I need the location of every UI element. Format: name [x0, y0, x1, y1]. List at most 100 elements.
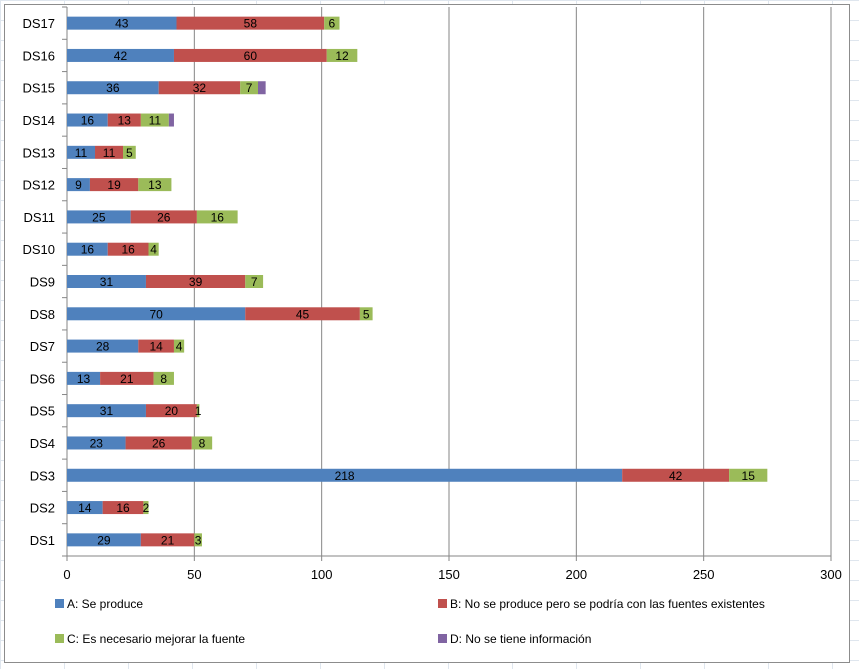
x-tick-label: 100 [311, 567, 333, 582]
bar-segment[interactable] [194, 533, 202, 547]
data-label: 11 [75, 146, 88, 160]
data-label: 14 [149, 340, 163, 354]
bar-segment[interactable] [145, 275, 246, 288]
data-label: 11 [103, 146, 116, 160]
data-label: 3 [195, 533, 202, 547]
bar-segment[interactable] [140, 533, 195, 547]
legend-swatch[interactable] [438, 599, 447, 608]
y-tick-label: DS5 [30, 404, 55, 419]
bar-segment[interactable] [196, 404, 200, 418]
data-label: 20 [165, 404, 179, 418]
data-label: 4 [176, 340, 183, 354]
legend-entry[interactable]: D: No se tiene información [450, 632, 591, 646]
legend-entry[interactable]: C: Es necesario mejorar la fuente [67, 632, 245, 646]
bar-segment[interactable] [67, 81, 159, 95]
data-label: 26 [157, 210, 171, 224]
chart-area[interactable]: 0 50 100 150 200 250 300 DS17 43 58 6 DS16 42 60 12 DS1… [4, 4, 850, 663]
bar-segment[interactable] [240, 81, 258, 95]
data-label: 5 [363, 307, 370, 321]
data-label: 218 [335, 469, 355, 483]
bar-segment[interactable] [67, 371, 101, 385]
legend-swatch[interactable] [55, 599, 64, 608]
bar-segment[interactable] [67, 404, 146, 418]
bar-segment[interactable] [153, 371, 174, 385]
bar-segment[interactable] [67, 275, 146, 288]
x-tick-label: 200 [565, 567, 587, 582]
y-tick-label: DS1 [30, 533, 55, 548]
bar-segment[interactable] [67, 210, 131, 224]
bar-segment[interactable] [67, 307, 246, 321]
bar-segment[interactable] [95, 145, 124, 159]
bar-segment[interactable] [107, 242, 149, 256]
y-tick-label: DS13 [22, 145, 55, 160]
y-tick-label: DS6 [30, 371, 55, 386]
bar-segment[interactable] [123, 145, 136, 159]
bar-segment[interactable] [245, 307, 360, 321]
data-label: 13 [77, 372, 91, 386]
bar-segment[interactable] [67, 533, 141, 547]
bar-segment[interactable] [125, 436, 192, 450]
y-tick-label: DS7 [30, 339, 55, 354]
data-label: 42 [669, 469, 683, 483]
bar-segment[interactable] [245, 275, 264, 288]
legend-entry[interactable]: A: Se produce [67, 597, 143, 611]
bar-segment[interactable] [89, 178, 139, 192]
bar-segment[interactable] [176, 16, 325, 30]
bar-segment[interactable] [130, 210, 197, 224]
y-tick-label: DS10 [22, 242, 55, 257]
data-label: 15 [742, 469, 756, 483]
bar-segment[interactable] [67, 145, 96, 159]
bar-segment[interactable] [67, 242, 108, 256]
bar-segment[interactable] [196, 210, 238, 224]
bar-segment[interactable] [359, 307, 373, 321]
bar-segment[interactable] [67, 48, 174, 62]
bar-segment[interactable] [145, 404, 197, 418]
bar-segment[interactable] [102, 501, 144, 515]
bar-segment[interactable] [107, 113, 141, 127]
data-label: 26 [152, 436, 166, 450]
data-label: 7 [251, 275, 258, 289]
bar-segment[interactable] [143, 501, 149, 515]
bar-segment[interactable] [67, 178, 90, 192]
data-label: 16 [211, 210, 225, 224]
bar-segment[interactable] [138, 339, 174, 353]
data-label: 23 [90, 436, 104, 450]
bar-segment[interactable] [67, 16, 177, 30]
data-label: 11 [149, 114, 162, 128]
bar-segment[interactable] [100, 371, 154, 385]
data-label: 4 [150, 243, 157, 257]
bar-segment[interactable] [158, 81, 241, 95]
data-label: 70 [149, 307, 163, 321]
x-tick-label: 250 [693, 567, 715, 582]
data-label: 1 [195, 404, 202, 418]
bar-segment[interactable] [729, 468, 768, 482]
data-label: 2 [143, 501, 150, 515]
bar-segment[interactable] [258, 81, 266, 95]
bar-segment[interactable] [622, 468, 730, 482]
bar-segment[interactable] [324, 16, 340, 30]
y-tick-label: DS9 [30, 275, 55, 290]
bar-segment[interactable] [67, 339, 139, 353]
y-tick-label: DS2 [30, 501, 55, 516]
bar-segment[interactable] [168, 113, 174, 127]
y-tick-label: DS15 [22, 81, 55, 96]
bar-segment[interactable] [148, 242, 159, 256]
y-tick-label: DS4 [30, 436, 55, 451]
bar-segment[interactable] [173, 48, 327, 62]
data-label: 7 [246, 81, 253, 95]
y-tick-label: DS11 [23, 210, 55, 225]
legend-swatch[interactable] [55, 634, 64, 643]
bar-segment[interactable] [191, 436, 213, 450]
bar-segment[interactable] [140, 113, 169, 127]
bar-segment[interactable] [67, 501, 103, 515]
legend-entry[interactable]: B: No se produce pero se podría con las … [450, 597, 765, 611]
bar-segment[interactable] [67, 113, 108, 127]
data-label: 32 [193, 81, 207, 95]
bar-segment[interactable] [67, 436, 126, 450]
bar-segment[interactable] [138, 178, 172, 192]
bar-segment[interactable] [173, 339, 185, 353]
legend-swatch[interactable] [438, 634, 447, 643]
bar-segment[interactable] [67, 468, 623, 482]
bar-segment[interactable] [326, 48, 358, 62]
